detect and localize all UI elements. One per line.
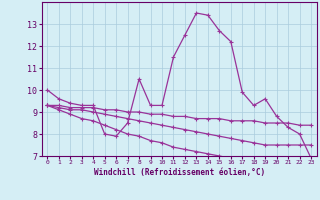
X-axis label: Windchill (Refroidissement éolien,°C): Windchill (Refroidissement éolien,°C) — [94, 168, 265, 177]
